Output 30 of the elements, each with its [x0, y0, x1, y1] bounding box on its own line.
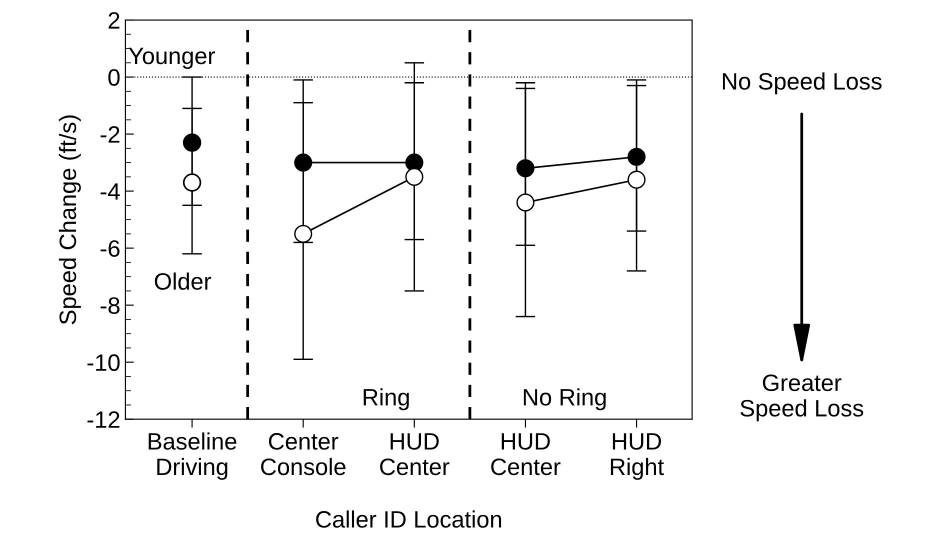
point	[628, 170, 646, 189]
point	[405, 168, 424, 186]
annotation: Ring	[364, 388, 409, 410]
point	[516, 159, 534, 178]
x-tick-label: HUD Center	[491, 433, 560, 476]
annotation: Younger	[128, 48, 215, 69]
y-axis-title: Speed Change (ft/s)	[58, 115, 81, 324]
point	[182, 133, 202, 152]
text: Greater Speed Loss	[740, 374, 864, 422]
y-tick-label: -6	[100, 240, 120, 257]
y-tick-label: -10	[87, 354, 120, 371]
annotation: Older	[154, 272, 212, 290]
y-tick-label: -2	[100, 126, 120, 143]
y-tick-label: 0	[108, 69, 120, 86]
point	[516, 193, 534, 212]
point	[294, 154, 312, 172]
x-tick-label: HUD Right	[610, 433, 664, 480]
x-tick-label: Baseline Driving	[148, 432, 236, 480]
x-tick-label: Center Console	[261, 433, 346, 476]
x-axis-title: Caller ID Location	[316, 510, 502, 528]
text: No Speed Loss	[722, 72, 882, 94]
x-tick-label: HUD Center	[380, 433, 450, 476]
point	[628, 148, 646, 166]
y-tick-label: 2	[108, 12, 120, 29]
point	[294, 224, 312, 243]
point	[182, 173, 202, 192]
y-tick-label: -8	[100, 297, 120, 314]
y-tick-label: -12	[87, 411, 120, 428]
annotation: No Ring	[524, 388, 606, 410]
y-tick-label: -4	[100, 183, 120, 200]
